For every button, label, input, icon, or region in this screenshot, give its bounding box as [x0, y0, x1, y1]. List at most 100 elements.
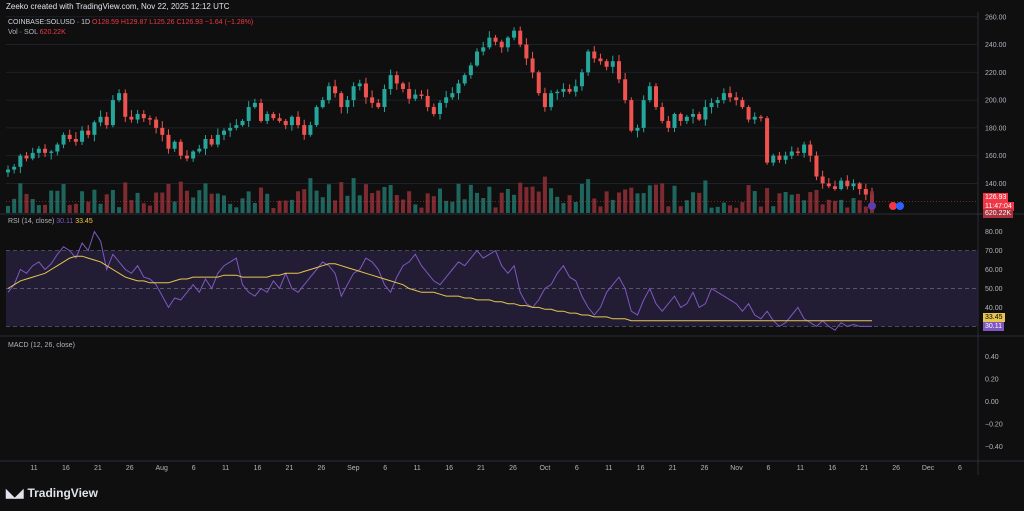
volume-bar: [487, 186, 492, 213]
candle-body: [561, 89, 566, 92]
candle-body: [160, 127, 165, 135]
volume-bar: [129, 200, 134, 213]
volume-bar: [493, 207, 498, 213]
candle-body: [456, 83, 461, 94]
candle-body: [314, 107, 319, 126]
volume-bar: [333, 200, 338, 213]
candle-body: [512, 30, 517, 38]
volume-bar: [117, 207, 122, 213]
candle-body: [666, 120, 671, 128]
volume-bar: [691, 192, 696, 213]
volume-bar: [641, 193, 646, 213]
candle-body: [49, 151, 54, 153]
candle-body: [832, 186, 837, 189]
volume-bar: [709, 207, 714, 213]
volume-bar: [43, 204, 48, 213]
candle-body: [228, 127, 233, 131]
volume-bar: [61, 184, 66, 213]
candle-body: [141, 114, 146, 119]
rsi-label[interactable]: RSI (14, close): [8, 218, 55, 225]
volume-bar: [481, 198, 486, 213]
volume-bar: [203, 183, 208, 213]
candle-body: [437, 102, 443, 114]
candle-body: [752, 116, 757, 120]
volume-bar: [326, 184, 331, 213]
candle-body: [92, 122, 97, 135]
candle-body: [400, 83, 405, 89]
volume-bar: [197, 190, 202, 213]
candle-body: [357, 83, 362, 87]
symbol-label[interactable]: COINBASE:SOLUSD · 1D: [8, 19, 91, 26]
candle-body: [30, 152, 35, 159]
candle-body: [610, 61, 615, 67]
time-tick-label: 21: [669, 465, 677, 472]
volume-bar: [394, 195, 399, 213]
candle-body: [339, 93, 344, 108]
candle-body: [419, 94, 424, 96]
candle-body: [728, 93, 733, 98]
volume-bar: [431, 196, 436, 213]
volume-bar: [789, 194, 794, 213]
volume-bar: [320, 197, 325, 213]
volume-bar: [536, 191, 541, 213]
candle-body: [616, 61, 621, 80]
volume-bar: [795, 193, 800, 213]
time-tick-label: 11: [222, 465, 229, 472]
candle-body: [567, 89, 572, 92]
candle-body: [289, 116, 294, 126]
candle-body: [777, 155, 782, 160]
candle-body: [863, 189, 868, 195]
candle-body: [795, 151, 800, 153]
candle-body: [351, 86, 356, 101]
candle-body: [147, 118, 152, 120]
price-tick-label: 180.00: [985, 125, 1007, 132]
candle-body: [505, 37, 510, 48]
time-tick-label: 16: [445, 465, 453, 472]
candle-body: [296, 116, 301, 126]
time-tick-label: 11: [30, 465, 37, 472]
macd-tick-label: −0.20: [985, 422, 1003, 429]
rsi-ma-tag: 33.45: [983, 313, 1005, 322]
time-tick-label: 6: [575, 465, 579, 472]
macd-label[interactable]: MACD (12, 26, close): [8, 342, 75, 349]
candle-body: [5, 169, 11, 173]
rsi-tag: 30.11: [983, 322, 1004, 331]
volume-bar: [283, 200, 288, 213]
volume-bar: [419, 207, 424, 213]
volume-bar: [55, 190, 60, 213]
time-tick-label: 6: [766, 465, 770, 472]
time-tick-label: Aug: [155, 465, 168, 472]
candle-body: [802, 144, 807, 153]
volume-bar: [12, 198, 17, 213]
volume-bar: [135, 192, 140, 213]
tradingview-logo[interactable]: ◣◢ TradingView: [6, 486, 98, 500]
candle-body: [333, 86, 338, 94]
volume-bar: [524, 187, 529, 213]
candle-body: [740, 100, 745, 108]
candle-body: [98, 116, 103, 123]
price-tick-label: 140.00: [985, 181, 1007, 188]
rsi-series-line: [7, 255, 872, 322]
candle-body: [660, 107, 665, 121]
time-tick-label: 21: [94, 465, 102, 472]
volume-bar: [308, 178, 313, 213]
header-credit: Zeeko created with TradingView.com, Nov …: [6, 2, 230, 11]
volume-bar: [456, 183, 461, 213]
volume-bar: [141, 203, 146, 213]
candle-body: [86, 130, 91, 135]
volume-bar: [296, 191, 301, 213]
candle-body: [246, 107, 251, 121]
volume-bar: [160, 192, 165, 213]
volume-bar: [616, 192, 621, 213]
volume-bar: [832, 200, 837, 213]
time-tick-label: 26: [126, 465, 134, 472]
volume-bar: [147, 205, 152, 213]
volume-bar: [684, 200, 689, 213]
macd-tick-label: 0.00: [985, 399, 999, 406]
candle-body: [586, 51, 591, 73]
volume-bar: [289, 199, 294, 213]
volume-bar: [697, 192, 702, 213]
candle-body: [234, 125, 239, 128]
candle-body: [363, 83, 368, 98]
